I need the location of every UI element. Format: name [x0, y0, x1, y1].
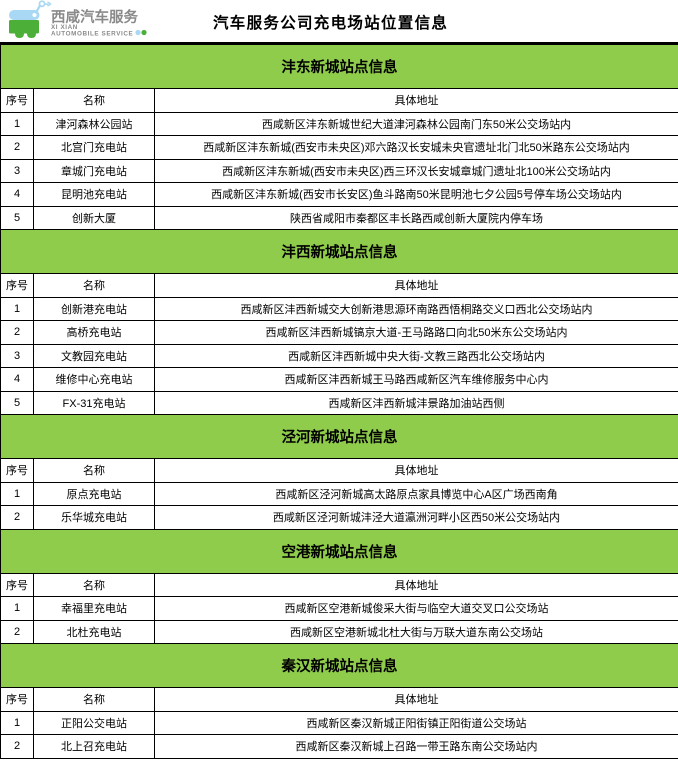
- svg-text:AUTOMOBILE SERVICE: AUTOMOBILE SERVICE: [51, 31, 133, 38]
